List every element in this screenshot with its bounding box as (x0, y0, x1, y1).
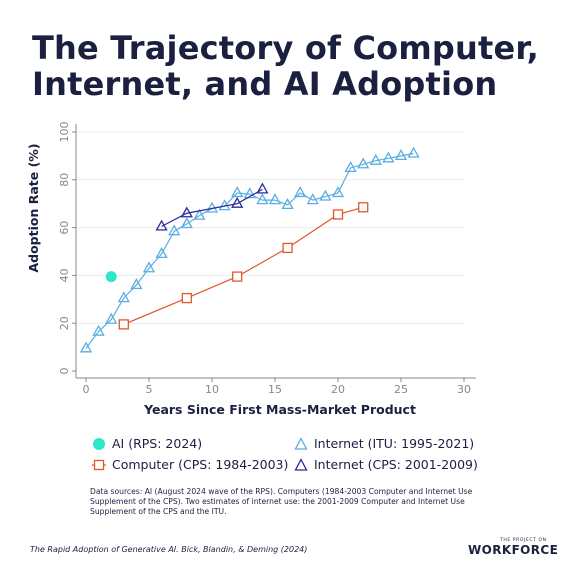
logo-big-text: WORKFORCE (468, 543, 559, 557)
legend-label-ai: AI (RPS: 2024) (112, 436, 203, 451)
legend-label-internet-itu: Internet (ITU: 1995-2021) (314, 436, 475, 451)
legend-marker-ai-icon (93, 437, 105, 450)
data-point (155, 219, 168, 231)
y-tick-label: 100 (58, 122, 71, 143)
chart-series (79, 146, 420, 353)
logo-small-text: THE PROJECT ON (500, 538, 547, 543)
series-3 (155, 182, 269, 231)
legend-item-ai: AI (RPS: 2024) (92, 436, 202, 451)
legend-marker-computer-icon (92, 459, 106, 470)
chart-title-line-1: The Trajectory of Computer, (32, 29, 540, 67)
series-1 (79, 146, 420, 353)
data-point (193, 208, 206, 220)
x-tick-label: 20 (331, 383, 345, 396)
y-axis-label: Adoption Rate (%) (26, 143, 41, 272)
data-point (79, 341, 93, 353)
y-tick-label: 0 (58, 368, 71, 375)
data-point (331, 186, 345, 198)
data-point (105, 312, 118, 324)
data-point (180, 206, 193, 218)
data-point (92, 324, 105, 336)
chart-title-line-2: Internet, and AI Adoption (32, 65, 498, 103)
y-tick-label: 20 (58, 316, 71, 330)
data-point (232, 271, 243, 282)
chart-tick-labels: 0 20 40 60 80 100 0 5 10 15 20 25 30 (58, 122, 471, 397)
data-point (394, 149, 408, 161)
chart-axes (72, 124, 476, 382)
series-2 (118, 202, 369, 330)
data-point (369, 153, 382, 165)
x-tick-label: 10 (205, 383, 219, 396)
data-point (332, 209, 344, 220)
data-point (243, 187, 256, 199)
data-point (407, 146, 420, 158)
x-tick-label: 0 (83, 383, 90, 396)
data-point (130, 278, 143, 290)
data-point (105, 271, 117, 283)
data-point (181, 292, 192, 304)
data-point (256, 182, 269, 194)
data-point (231, 186, 244, 198)
project-on-workforce-logo: THE PROJECT ON WORKFORCE (468, 538, 558, 558)
data-point (344, 161, 357, 173)
y-tick-label: 60 (58, 221, 71, 235)
legend-item-internet-cps: Internet (CPS: 2001-2009) (294, 457, 478, 472)
chart-title: The Trajectory of Computer, Internet, an… (32, 30, 552, 102)
x-tick-label: 25 (394, 383, 408, 396)
data-sources-note: Data sources: AI (August 2024 wave of th… (90, 487, 473, 516)
data-point (281, 198, 294, 210)
series-0 (105, 271, 117, 283)
y-tick-label: 80 (58, 173, 71, 187)
data-point (168, 224, 181, 236)
data-point (282, 242, 293, 254)
data-point (294, 186, 307, 198)
data-point (382, 151, 395, 163)
series-line (161, 188, 263, 227)
x-tick-label: 30 (457, 383, 471, 396)
data-point (306, 193, 319, 205)
x-axis-label: Years Since First Mass-Market Product (143, 402, 416, 417)
legend-item-internet-itu: Internet (ITU: 1995-2021) (294, 436, 474, 451)
citation-footer: The Rapid Adoption of Generative AI. Bic… (30, 545, 308, 554)
data-point (268, 193, 282, 205)
data-point (256, 193, 269, 205)
x-tick-label: 15 (268, 383, 282, 396)
data-point (118, 319, 129, 330)
legend-marker-internet-itu-icon (294, 436, 308, 450)
legend-label-computer: Computer (CPS: 1984-2003) (112, 457, 289, 472)
data-point (117, 291, 130, 303)
data-point (358, 202, 369, 213)
legend-marker-internet-cps-icon (294, 457, 308, 471)
data-point (180, 217, 193, 229)
legend-item-computer: Computer (CPS: 1984-2003) (92, 457, 288, 472)
chart-grid (76, 131, 464, 324)
data-point (155, 247, 168, 259)
data-point (357, 157, 370, 169)
data-point (142, 261, 156, 273)
data-point (231, 196, 244, 208)
x-tick-label: 5 (146, 383, 153, 396)
legend-label-internet-cps: Internet (CPS: 2001-2009) (314, 457, 478, 472)
adoption-chart: 0 20 40 60 80 100 0 5 10 15 20 25 30 Adoption Rate (… (26, 122, 476, 417)
y-tick-label: 40 (58, 268, 71, 282)
data-point (319, 189, 332, 201)
